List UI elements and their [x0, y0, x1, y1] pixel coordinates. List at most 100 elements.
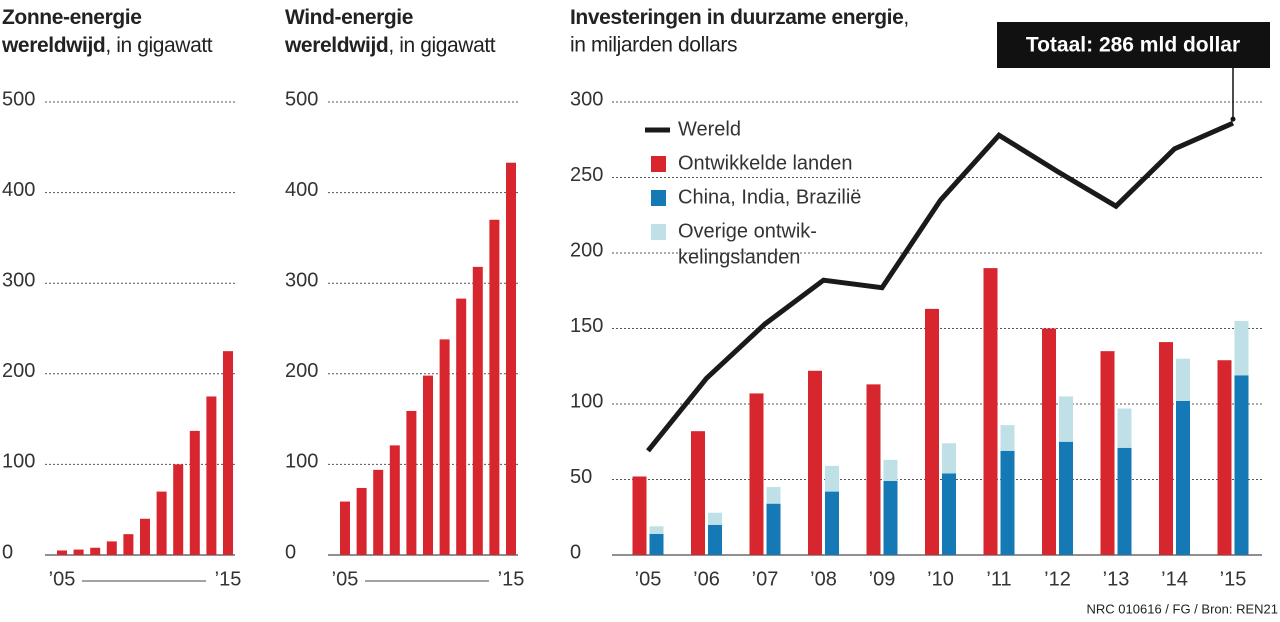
- y-tick-label: 200: [2, 360, 35, 382]
- title-part: Investeringen in duurzame energie: [570, 6, 903, 29]
- chart-title: wereldwijd, in gigawatt: [1, 34, 213, 57]
- leader-dot: [1230, 116, 1236, 122]
- x-tick-label: ’07: [752, 568, 779, 590]
- title-part: Zonne-energie: [2, 6, 141, 29]
- bar: [1234, 375, 1249, 555]
- x-tick-label: ’05: [635, 568, 662, 590]
- y-tick-label: 150: [570, 315, 603, 337]
- bar: [708, 512, 722, 525]
- bar: [983, 268, 998, 555]
- source: NRC 010616 / FG / Bron: REN21: [1087, 601, 1278, 616]
- bar: [1217, 360, 1232, 555]
- legend-label: Wereld: [678, 118, 741, 140]
- x-tick-label: ’10: [927, 568, 954, 590]
- bar: [708, 524, 722, 555]
- bar: [1059, 396, 1073, 442]
- y-tick-label: 500: [2, 88, 35, 110]
- y-tick-label: 100: [285, 451, 318, 473]
- chart-title: wereldwijd, in gigawatt: [284, 34, 496, 57]
- bar: [389, 445, 400, 555]
- bar: [57, 550, 67, 555]
- y-tick-label: 300: [285, 269, 318, 291]
- bar: [825, 465, 839, 492]
- legend-label: Ontwikkelde landen: [678, 152, 853, 174]
- bar: [189, 430, 200, 555]
- bar: [472, 266, 483, 555]
- y-tick-label: 0: [285, 541, 296, 563]
- bar: [373, 469, 384, 555]
- y-tick-label: 400: [2, 179, 35, 201]
- annotation: Totaal: 286 mld dollar: [1026, 34, 1240, 57]
- legend-label: kelingslanden: [678, 246, 800, 268]
- legend-label: China, India, Brazilië: [678, 186, 861, 208]
- x-tick-label: ’15: [1220, 568, 1247, 590]
- line: [646, 120, 1235, 453]
- bar: [123, 534, 134, 555]
- x-tick-label: ’08: [810, 568, 837, 590]
- y-tick-label: 0: [2, 541, 13, 563]
- bar: [808, 370, 822, 555]
- x-tick-label: ’15: [215, 568, 242, 590]
- bar: [866, 384, 881, 555]
- y-tick-label: 300: [570, 88, 603, 110]
- bar: [1117, 447, 1132, 555]
- subtitle-part: , in gigawatt: [105, 34, 212, 57]
- bar: [140, 518, 150, 555]
- bar: [423, 375, 433, 555]
- y-tick-label: 0: [570, 541, 581, 563]
- bar: [1100, 351, 1115, 555]
- bar: [1000, 450, 1015, 555]
- y-tick-label: 500: [285, 88, 318, 110]
- y-tick-label: 250: [570, 164, 603, 186]
- y-tick-label: 400: [285, 179, 318, 201]
- y-tick-label: 50: [570, 466, 592, 488]
- bar: [340, 501, 350, 555]
- bar: [1059, 441, 1073, 555]
- bar: [766, 487, 781, 504]
- chart-title: Zonne-energie: [2, 6, 141, 29]
- bar: [649, 526, 664, 534]
- chart-subtitle: in miljarden dollars: [570, 34, 737, 57]
- bar: [106, 541, 117, 555]
- legend-label: Overige ontwik-: [678, 220, 817, 242]
- x-tick-label: ’15: [498, 568, 525, 590]
- chart-title: Wind-energie: [285, 6, 413, 29]
- x-tick-label: ’11: [986, 568, 1011, 590]
- annotation-box: [997, 22, 1270, 68]
- bar: [1042, 328, 1056, 555]
- bar: [73, 549, 84, 555]
- bar: [156, 491, 167, 555]
- bar: [925, 308, 939, 555]
- bar: [649, 533, 664, 555]
- bar: [489, 219, 500, 555]
- bar: [942, 473, 956, 555]
- bar: [883, 481, 898, 555]
- y-tick-label: 200: [570, 239, 603, 261]
- bar: [206, 396, 217, 555]
- bar: [223, 351, 233, 555]
- title-part: wereldwijd: [284, 34, 388, 57]
- y-tick-label: 100: [2, 451, 35, 473]
- title-part: wereldwijd: [1, 34, 105, 57]
- bar: [173, 464, 184, 555]
- bar: [1159, 342, 1173, 555]
- bar: [1176, 358, 1190, 401]
- title-part: Wind-energie: [285, 6, 413, 29]
- subtitle-part: , in gigawatt: [388, 34, 495, 57]
- bar: [1176, 400, 1190, 555]
- bar: [406, 410, 417, 555]
- bar: [632, 476, 647, 555]
- bar: [825, 491, 839, 555]
- x-tick-label: ’13: [1103, 568, 1130, 590]
- x-tick-label: ’14: [1161, 568, 1188, 590]
- x-tick-label: ’05: [49, 568, 76, 590]
- y-tick-label: 200: [285, 360, 318, 382]
- bar: [1234, 320, 1249, 376]
- chart-title: Investeringen in duurzame energie,: [570, 6, 909, 29]
- bar: [439, 339, 450, 555]
- x-tick-label: ’05: [332, 568, 359, 590]
- bar: [356, 487, 367, 555]
- bar: [1117, 408, 1132, 448]
- legend-swatch: [651, 190, 666, 206]
